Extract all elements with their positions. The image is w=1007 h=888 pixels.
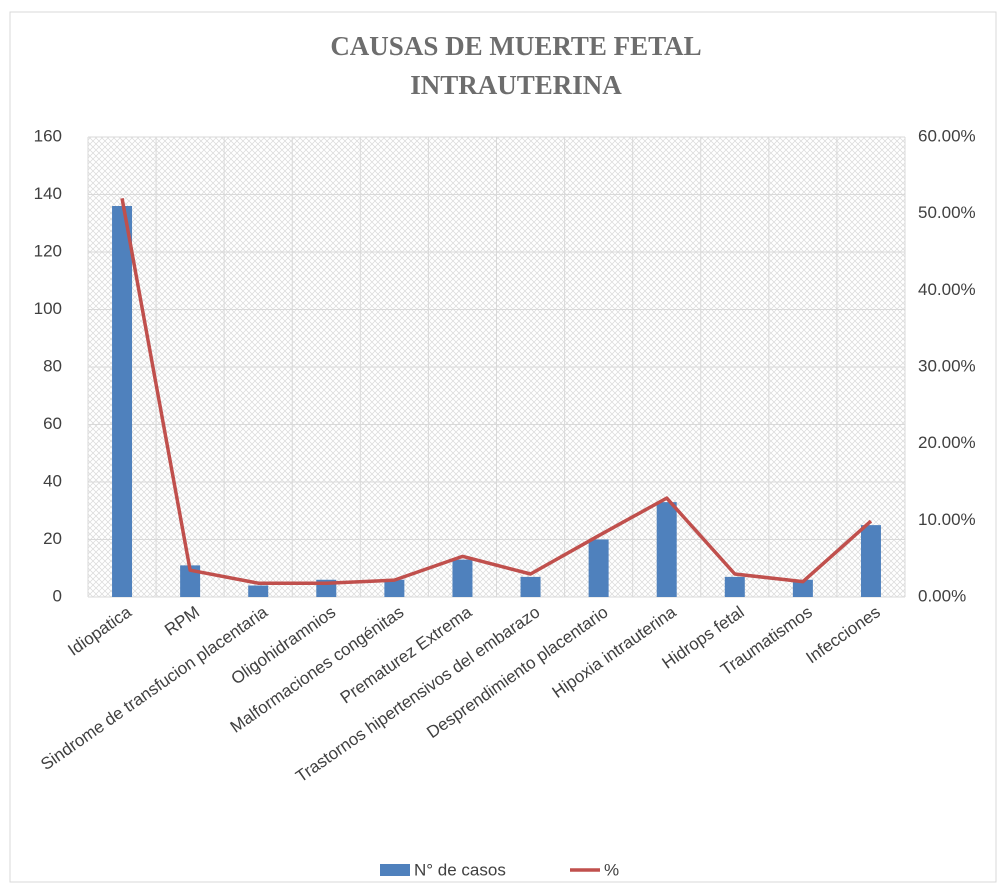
chart-title: INTRAUTERINA (410, 70, 622, 100)
y-tick-label: 140 (34, 184, 62, 203)
legend-swatch (380, 864, 410, 876)
y2-tick-label: 20.00% (918, 433, 976, 452)
bar (248, 585, 269, 597)
y2-tick-label: 60.00% (918, 126, 976, 145)
bar (724, 576, 745, 597)
y-tick-label: 60 (43, 414, 62, 433)
bar (180, 565, 201, 597)
y-tick-label: 100 (34, 299, 62, 318)
y2-tick-label: 40.00% (918, 280, 976, 299)
y-tick-label: 160 (34, 126, 62, 145)
y-tick-label: 120 (34, 241, 62, 260)
bar (112, 206, 133, 597)
legend-label: N° de casos (414, 860, 506, 879)
y-tick-label: 0 (53, 586, 62, 605)
y-tick-label: 20 (43, 529, 62, 548)
bar (656, 502, 677, 597)
bar (520, 576, 541, 597)
bar (452, 559, 473, 597)
chart-title: CAUSAS DE MUERTE FETAL (330, 31, 701, 61)
legend-label: % (604, 860, 619, 879)
y2-tick-label: 30.00% (918, 356, 976, 375)
y-tick-label: 80 (43, 356, 62, 375)
line (120, 198, 873, 585)
bar (860, 525, 881, 597)
y-tick-label: 40 (43, 471, 62, 490)
y2-tick-label: 10.00% (918, 510, 976, 529)
bar (792, 579, 813, 597)
bar (384, 579, 405, 597)
y2-tick-label: 50.00% (918, 203, 976, 222)
y2-tick-label: 0.00% (918, 586, 966, 605)
bar (588, 539, 609, 597)
